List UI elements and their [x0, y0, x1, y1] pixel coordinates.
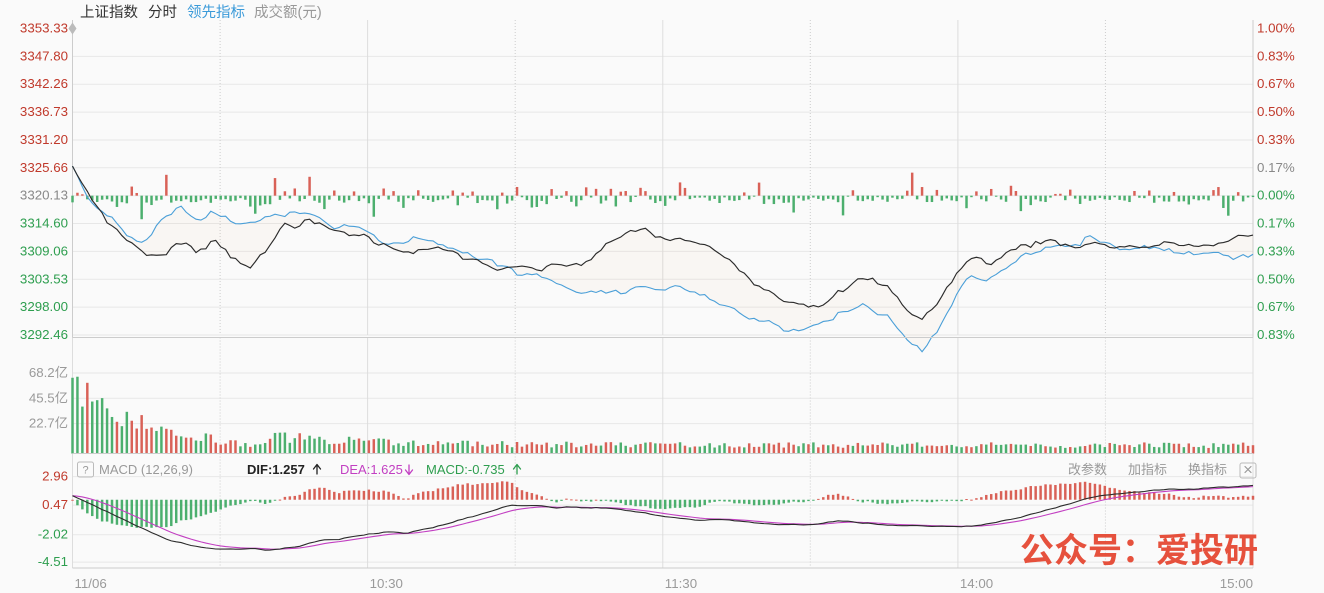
svg-text:22.7亿: 22.7亿 [29, 416, 68, 431]
svg-text:10:30: 10:30 [370, 576, 403, 591]
svg-text:11/06: 11/06 [75, 576, 107, 591]
svg-text:45.5亿: 45.5亿 [29, 390, 68, 405]
svg-text:DIF:1.257: DIF:1.257 [247, 462, 305, 477]
svg-text:DEA:1.625: DEA:1.625 [340, 462, 403, 477]
svg-text:成交额(元): 成交额(元) [254, 3, 322, 21]
svg-text:加指标: 加指标 [1128, 462, 1167, 477]
svg-text:MACD (12,26,9): MACD (12,26,9) [99, 462, 193, 477]
svg-text:0.50%: 0.50% [1257, 104, 1295, 119]
svg-text:0.17%: 0.17% [1257, 160, 1295, 175]
svg-text:0.67%: 0.67% [1257, 76, 1295, 91]
svg-text:3342.26: 3342.26 [20, 76, 68, 91]
svg-text:3320.13: 3320.13 [20, 188, 68, 203]
svg-text:3347.80: 3347.80 [20, 48, 68, 63]
svg-text:MACD:-0.735: MACD:-0.735 [426, 462, 505, 477]
svg-text:0.47: 0.47 [42, 497, 68, 512]
svg-text:0.33%: 0.33% [1257, 132, 1295, 147]
svg-text:3298.00: 3298.00 [20, 299, 68, 314]
svg-text:0.17%: 0.17% [1257, 216, 1295, 231]
svg-text:3314.60: 3314.60 [20, 216, 68, 231]
svg-text:换指标: 换指标 [1188, 462, 1227, 477]
svg-text:3353.33: 3353.33 [20, 21, 68, 36]
svg-text:0.67%: 0.67% [1257, 299, 1295, 314]
svg-text:公众号：爱投研: 公众号：爱投研 [1020, 532, 1258, 570]
svg-text:11:30: 11:30 [665, 576, 697, 591]
svg-text:15:00: 15:00 [1220, 576, 1253, 591]
svg-text:-4.51: -4.51 [38, 554, 68, 569]
svg-text:14:00: 14:00 [960, 576, 993, 591]
svg-text:领先指标: 领先指标 [187, 4, 245, 21]
svg-text:-2.02: -2.02 [38, 527, 68, 542]
svg-text:3309.06: 3309.06 [20, 243, 68, 258]
svg-text:0.33%: 0.33% [1257, 243, 1295, 258]
svg-text:3292.46: 3292.46 [20, 327, 68, 342]
svg-text:3325.66: 3325.66 [20, 160, 68, 175]
svg-text:上证指数: 上证指数 [80, 4, 138, 21]
svg-text:3336.73: 3336.73 [20, 104, 68, 119]
svg-text:分时: 分时 [148, 4, 177, 21]
svg-text:0.00%: 0.00% [1257, 188, 1295, 203]
svg-text:0.83%: 0.83% [1257, 327, 1295, 342]
svg-text:3331.20: 3331.20 [20, 132, 68, 147]
svg-text:0.83%: 0.83% [1257, 48, 1295, 63]
svg-text:2.96: 2.96 [42, 469, 68, 484]
svg-text:?: ? [82, 465, 88, 477]
svg-text:改参数: 改参数 [1068, 462, 1107, 477]
svg-text:0.50%: 0.50% [1257, 271, 1295, 286]
svg-text:68.2亿: 68.2亿 [29, 365, 68, 380]
svg-text:1.00%: 1.00% [1257, 21, 1295, 36]
svg-text:3303.53: 3303.53 [20, 271, 68, 286]
